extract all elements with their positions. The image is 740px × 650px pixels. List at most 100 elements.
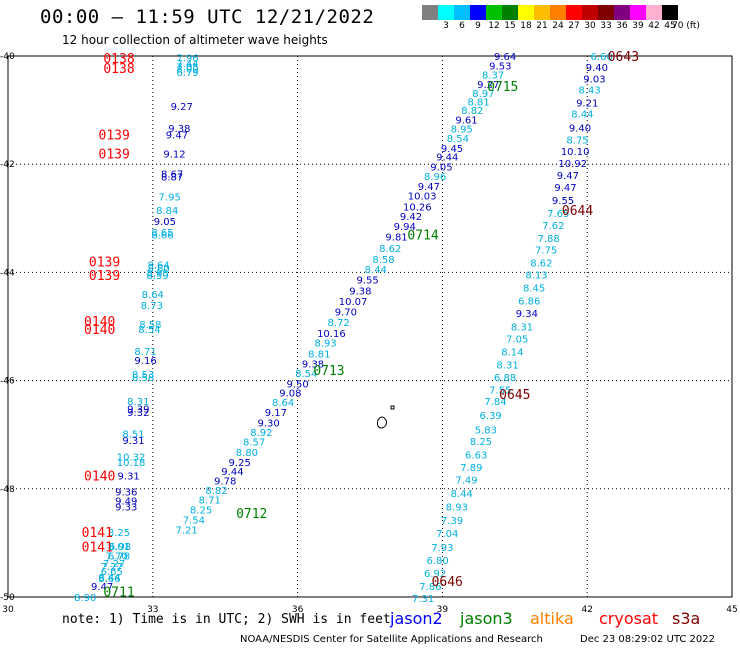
legend-jason3: jason3	[460, 609, 513, 628]
swh-data-label: 8.67	[161, 169, 183, 180]
swh-data-label: 9.44	[221, 467, 243, 478]
swh-data-label: 9.55	[356, 275, 378, 286]
pass-time-label: 0139	[89, 256, 120, 271]
swh-data-label: 10.10	[561, 147, 590, 158]
swh-data-label: 7.93	[431, 543, 453, 554]
swh-data-label: 6.88	[494, 373, 516, 384]
timestamp-text: Dec 23 08:29:02 UTC 2022	[580, 634, 715, 645]
colorbar-label: 70 (ft)	[672, 21, 700, 31]
swh-data-label: 8.31	[496, 360, 518, 371]
colorbar-label: 6	[459, 21, 465, 31]
swh-data-label: 9.47	[554, 183, 576, 194]
swh-data-label: 8.81	[308, 350, 330, 361]
swh-data-label: 8.75	[566, 135, 588, 146]
colorbar-label: 42	[648, 21, 660, 31]
pass-time-label: 0645	[499, 388, 530, 403]
swh-data-label: 8.95	[146, 268, 168, 279]
swh-data-label: 8.93	[446, 503, 468, 514]
pass-time-label: 0140	[84, 469, 115, 484]
pass-time-label: 0713	[313, 364, 344, 379]
colorbar-label: 30	[584, 21, 596, 31]
colorbar-swatch	[534, 5, 550, 20]
swh-data-label: 9.61	[455, 115, 477, 126]
y-tick-label: -50	[0, 593, 15, 603]
y-tick-label: -40	[0, 52, 15, 62]
colorbar-swatch	[438, 5, 454, 20]
colorbar-swatch	[502, 5, 518, 20]
swh-data-label: 9.40	[586, 63, 608, 74]
swh-data-label: 9.05	[154, 217, 176, 228]
swh-data-label: 6.86	[518, 297, 540, 308]
swh-data-label: 10.07	[339, 297, 368, 308]
swh-data-label: 9.38	[302, 359, 324, 370]
swh-data-label: 9.38	[349, 286, 371, 297]
swh-data-label: 8.14	[501, 347, 523, 358]
colorbar-swatch	[550, 5, 566, 20]
swh-data-label: 7.96	[176, 54, 198, 65]
pass-time-label: 0141	[82, 526, 113, 541]
pass-time-label: 0643	[608, 50, 639, 65]
swh-data-label: 9.44	[436, 153, 458, 164]
swh-data-label: 9.05	[430, 162, 452, 173]
swh-data-label: 8.81	[467, 97, 489, 108]
colorbar-swatch	[646, 5, 662, 20]
pass-time-label: 0714	[407, 229, 438, 244]
swh-data-label: 8.25	[470, 437, 492, 448]
swh-data-label: 7.62	[542, 221, 564, 232]
swh-data-label: 6.80	[426, 556, 448, 567]
swh-data-label: 8.90	[74, 593, 96, 604]
colorbar-swatch	[662, 5, 678, 20]
pass-time-label: 0141	[82, 541, 113, 556]
swh-data-label: 8.54	[138, 325, 160, 336]
colorbar-label: 33	[600, 21, 612, 31]
colorbar-label: 45	[664, 21, 676, 31]
colorbar-swatch	[422, 5, 438, 20]
colorbar-label: 3	[443, 21, 449, 31]
swh-data-label: 9.47	[557, 171, 579, 182]
pass-time-label: 0140	[84, 323, 115, 338]
legend-altika: altika	[530, 609, 574, 628]
pass-time-label: 0140	[84, 315, 115, 330]
pass-time-label: 0138	[103, 52, 134, 67]
swh-data-label: 8.58	[139, 320, 161, 331]
swh-data-label: 9.30	[258, 418, 280, 429]
pass-time-label: 0139	[99, 147, 130, 162]
swh-data-label: 9.17	[265, 408, 287, 419]
y-tick-label: -46	[0, 377, 15, 387]
colorbar-label: 18	[520, 21, 532, 31]
swh-data-label: 8.64	[142, 290, 164, 301]
swh-data-label: 9.21	[576, 99, 598, 110]
swh-data-label: 10.26	[403, 202, 432, 213]
swh-data-label: 7.27	[101, 562, 123, 573]
x-tick-label: 42	[581, 605, 592, 615]
swh-data-label: 8.00	[176, 64, 198, 75]
x-tick-label: 33	[147, 605, 158, 615]
islet-outline	[390, 405, 395, 410]
swh-data-label: 8.87	[161, 173, 183, 184]
swh-data-label: 8.31	[127, 397, 149, 408]
swh-data-label: 10.16	[317, 329, 346, 340]
swh-data-label: 8.65	[151, 228, 173, 239]
swh-data-label: 8.53	[132, 370, 154, 381]
swh-data-label: 9.38	[168, 124, 190, 135]
swh-data-label: 8.71	[134, 347, 156, 358]
y-tick-label: -44	[0, 268, 15, 278]
colorbar-label: 9	[475, 21, 481, 31]
swh-data-label: 8.43	[578, 86, 600, 97]
swh-data-label: 10.18	[117, 458, 146, 469]
colorbar-swatch	[598, 5, 614, 20]
footer-note: note: 1) Time is in UTC; 2) SWH is in fe…	[62, 612, 391, 627]
swh-data-label: 9.70	[335, 307, 357, 318]
swh-data-label: 8.66	[151, 231, 173, 242]
legend-jason2: jason2	[390, 609, 443, 628]
swh-data-label: 9.27	[477, 80, 499, 91]
swh-data-label: 9.12	[163, 149, 185, 160]
swh-data-label: 9.36	[115, 488, 137, 499]
swh-data-label: 7.39	[441, 516, 463, 527]
swh-data-label: 5.83	[475, 425, 497, 436]
swh-data-label: 8.96	[424, 172, 446, 183]
pass-time-label: 0646	[432, 575, 463, 590]
swh-data-label: 8.64	[147, 260, 169, 271]
